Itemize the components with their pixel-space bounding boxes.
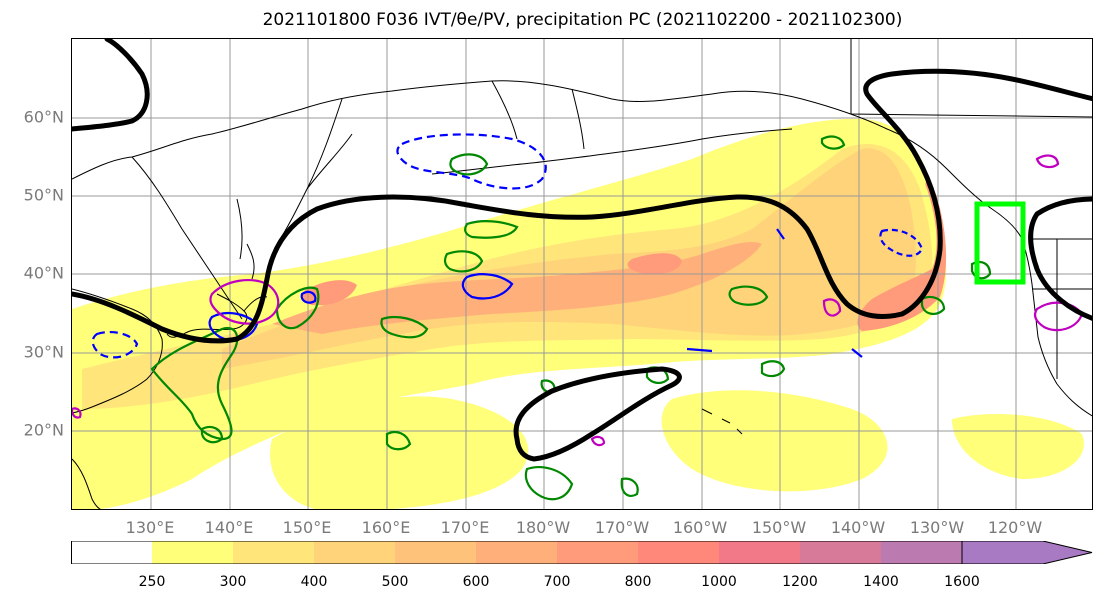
- colorbar-border: [71, 541, 962, 564]
- lon-label-180w: 180°W: [515, 518, 571, 537]
- lat-label-50n: 50°N: [23, 185, 64, 205]
- coast-nw-america: [1021, 238, 1092, 417]
- coast-asia: [72, 80, 713, 180]
- colorbar: [71, 541, 1093, 564]
- pv-contours-green: [150, 135, 992, 501]
- map-title: 2021101800 F036 IVT/θe/PV, precipitation…: [262, 10, 903, 30]
- coast-us-states: [1032, 238, 1092, 379]
- lon-label-160w: 160°W: [672, 518, 728, 537]
- colorbar-segment: [800, 541, 881, 564]
- ivt-band-700: [627, 253, 682, 275]
- lon-label-130e: 130°E: [125, 518, 175, 537]
- lat-label-40n: 40°N: [23, 263, 64, 283]
- coast-hawaii: [701, 408, 743, 435]
- lon-label-170w: 170°W: [594, 518, 650, 537]
- coast-bering: [491, 80, 585, 150]
- ivt-band-250c: [661, 390, 888, 492]
- colorbar-tick-1600: 1600: [944, 574, 980, 590]
- coast-aleutians: [431, 128, 793, 175]
- colorbar-tick-700: 700: [543, 574, 571, 590]
- ivt-band-250b: [270, 396, 528, 509]
- lon-label-140e: 140°E: [204, 518, 254, 537]
- coast-korea-china: [72, 288, 163, 414]
- lon-label-150w: 150°W: [751, 518, 807, 537]
- colorbar-tick-500: 500: [381, 574, 409, 590]
- colorbar-extend-arrow: [961, 541, 1093, 564]
- lat-label-30n: 30°N: [23, 342, 64, 362]
- lat-label-60n: 60°N: [23, 107, 64, 127]
- theta-e-kuril: [72, 39, 150, 132]
- ivt-band-250d: [952, 414, 1084, 479]
- coastlines: [72, 39, 1092, 509]
- lon-label-140w: 140°W: [830, 518, 886, 537]
- coast-canada-border: [850, 39, 1092, 118]
- colorbar-segment: [638, 541, 719, 564]
- lon-label-120w: 120°W: [987, 518, 1043, 537]
- lon-label-160e: 160°E: [361, 518, 411, 537]
- coast-kamchatka: [276, 98, 353, 245]
- colorbar-segment: [881, 541, 962, 564]
- colorbar-tick-1200: 1200: [782, 574, 818, 590]
- colorbar-tick-800: 800: [624, 574, 652, 590]
- colorbar-tick-250: 250: [138, 574, 166, 590]
- colorbar-segment: [233, 541, 314, 564]
- map-canvas: [72, 39, 1092, 509]
- colorbar-tick-600: 600: [462, 574, 490, 590]
- target-box: [974, 201, 1026, 285]
- colorbar-segment: [71, 541, 152, 564]
- colorbar-tick-300: 300: [219, 574, 247, 590]
- lat-label-20n: 20°N: [23, 420, 64, 440]
- colorbar-segment: [152, 541, 233, 564]
- colorbar-tick-400: 400: [300, 574, 328, 590]
- lon-label-130w: 130°W: [909, 518, 965, 537]
- coast-sakhalin: [236, 198, 255, 280]
- colorbar-segment: [314, 541, 395, 564]
- colorbar-tick-1000: 1000: [701, 574, 737, 590]
- theta-e-contours: [72, 39, 1092, 462]
- coast-philippines: [72, 458, 101, 509]
- lon-label-170e: 170°E: [440, 518, 490, 537]
- ivt-shading: [72, 118, 1084, 509]
- graticule: [72, 39, 1092, 509]
- theta-e-east: [1028, 196, 1092, 321]
- lon-label-150e: 150°E: [282, 518, 332, 537]
- colorbar-segment: [719, 541, 800, 564]
- map-panel[interactable]: [71, 38, 1093, 510]
- colorbar-segment: [557, 541, 638, 564]
- coast-okhotsk: [131, 156, 243, 320]
- colorbar-tick-1400: 1400: [863, 574, 899, 590]
- colorbar-segment: [395, 541, 476, 564]
- theta-e-main: [72, 68, 1092, 344]
- ivt-band-600: [272, 242, 762, 334]
- theta-e-hawaii: [513, 366, 682, 462]
- colorbar-segment: [476, 541, 557, 564]
